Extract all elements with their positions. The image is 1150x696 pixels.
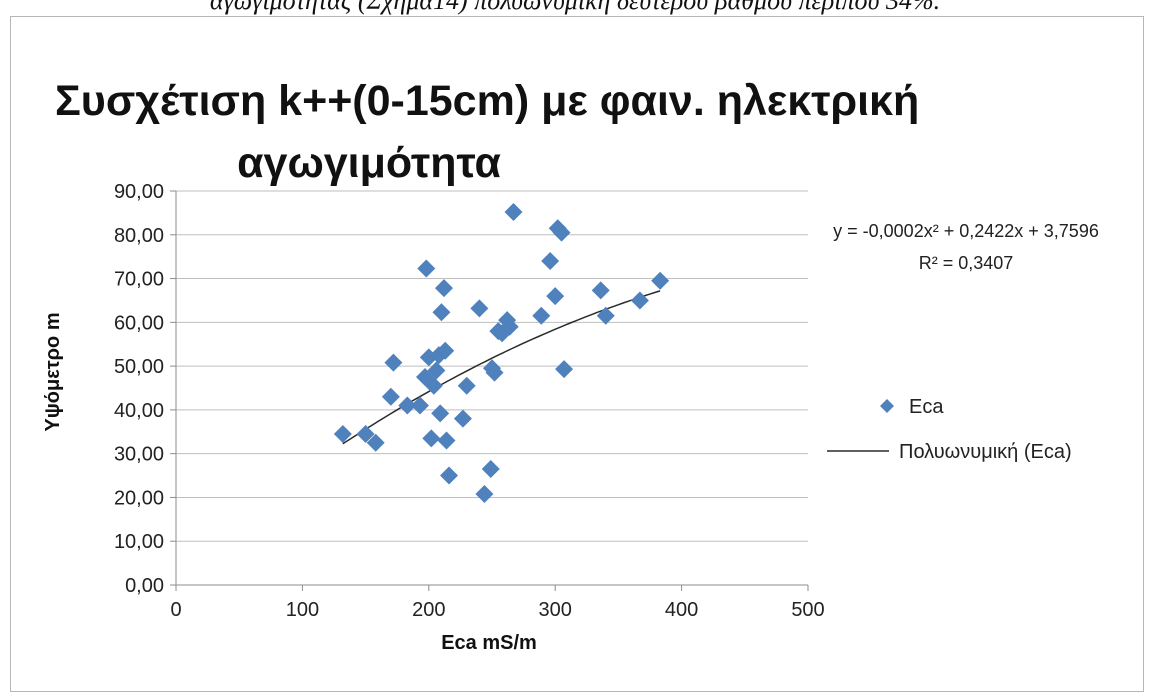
data-point bbox=[470, 299, 489, 318]
data-point bbox=[555, 360, 574, 379]
x-tick-label: 0 bbox=[170, 599, 181, 621]
data-point bbox=[434, 279, 453, 298]
data-point bbox=[532, 306, 551, 325]
data-point bbox=[457, 376, 476, 395]
data-point bbox=[630, 291, 649, 310]
y-tick-label: 40,00 bbox=[114, 400, 164, 422]
x-axis-title: Eca mS/m bbox=[441, 632, 537, 654]
scatter-chart: Συσχέτιση k++(0-15cm) με φαιν. ηλεκτρική… bbox=[42, 77, 1099, 654]
legend-marker-eca bbox=[880, 399, 894, 413]
data-point bbox=[596, 306, 615, 325]
data-point bbox=[440, 466, 459, 485]
trendline-r-squared: R² = 0,3407 bbox=[919, 253, 1014, 273]
y-tick-label: 70,00 bbox=[114, 269, 164, 291]
chart-title-line-1: Συσχέτιση k++(0-15cm) με φαιν. ηλεκτρική bbox=[55, 77, 919, 125]
data-point bbox=[398, 396, 417, 415]
legend: Eca Πολυωνυμική (Eca) bbox=[827, 396, 1072, 463]
data-point bbox=[546, 287, 565, 306]
data-point bbox=[427, 361, 446, 380]
data-point bbox=[333, 424, 352, 443]
legend-label-trendline: Πολυωνυμική (Eca) bbox=[899, 441, 1072, 463]
data-point bbox=[485, 363, 504, 382]
data-point bbox=[437, 431, 456, 450]
data-point bbox=[424, 376, 443, 395]
y-tick-label: 60,00 bbox=[114, 312, 164, 334]
data-point bbox=[384, 353, 403, 372]
legend-label-eca: Eca bbox=[909, 396, 944, 418]
chart-title-line-2: αγωγιμότητα bbox=[237, 139, 501, 187]
data-point bbox=[432, 303, 451, 322]
y-tick-label: 30,00 bbox=[114, 444, 164, 466]
data-point bbox=[356, 424, 375, 443]
chart-area: Συσχέτιση k++(0-15cm) με φαιν. ηλεκτρική… bbox=[10, 16, 1144, 692]
x-tick-label: 500 bbox=[791, 599, 824, 621]
data-point bbox=[481, 459, 500, 478]
data-point bbox=[410, 396, 429, 415]
data-point bbox=[381, 387, 400, 406]
data-point bbox=[500, 317, 519, 336]
data-points bbox=[333, 203, 670, 503]
data-point bbox=[422, 429, 441, 448]
document-caption: αγωγιμότητας (Σχήμα14) πολυωνυμική δευτέ… bbox=[209, 0, 941, 15]
data-point bbox=[591, 281, 610, 300]
axes bbox=[170, 190, 809, 591]
y-tick-label: 50,00 bbox=[114, 356, 164, 378]
data-point bbox=[453, 409, 472, 428]
data-point bbox=[651, 271, 670, 290]
data-point bbox=[436, 341, 455, 360]
x-tick-label: 100 bbox=[286, 599, 319, 621]
y-tick-label: 0,00 bbox=[125, 575, 164, 597]
data-point bbox=[475, 484, 494, 503]
data-point bbox=[366, 433, 385, 452]
x-tick-labels: 0 100 200 300 400 500 bbox=[170, 599, 824, 621]
data-point bbox=[552, 223, 571, 242]
trendline-equation: y = -0,0002x² + 0,2422x + 3,7596 bbox=[833, 221, 1099, 241]
y-tick-label: 10,00 bbox=[114, 531, 164, 553]
x-tick-label: 400 bbox=[665, 599, 698, 621]
data-point bbox=[431, 404, 450, 423]
data-point bbox=[504, 203, 523, 222]
y-axis-title: Υψόμετρο m bbox=[42, 312, 64, 431]
y-tick-labels: 0,00 10,00 20,00 30,00 40,00 50,00 60,00 70,00 8… bbox=[114, 181, 164, 597]
data-point bbox=[541, 252, 560, 271]
y-tick-label: 90,00 bbox=[114, 181, 164, 203]
x-tick-label: 200 bbox=[412, 599, 445, 621]
y-tick-label: 80,00 bbox=[114, 225, 164, 247]
x-tick-label: 300 bbox=[539, 599, 572, 621]
y-tick-label: 20,00 bbox=[114, 487, 164, 509]
data-point bbox=[417, 259, 436, 278]
